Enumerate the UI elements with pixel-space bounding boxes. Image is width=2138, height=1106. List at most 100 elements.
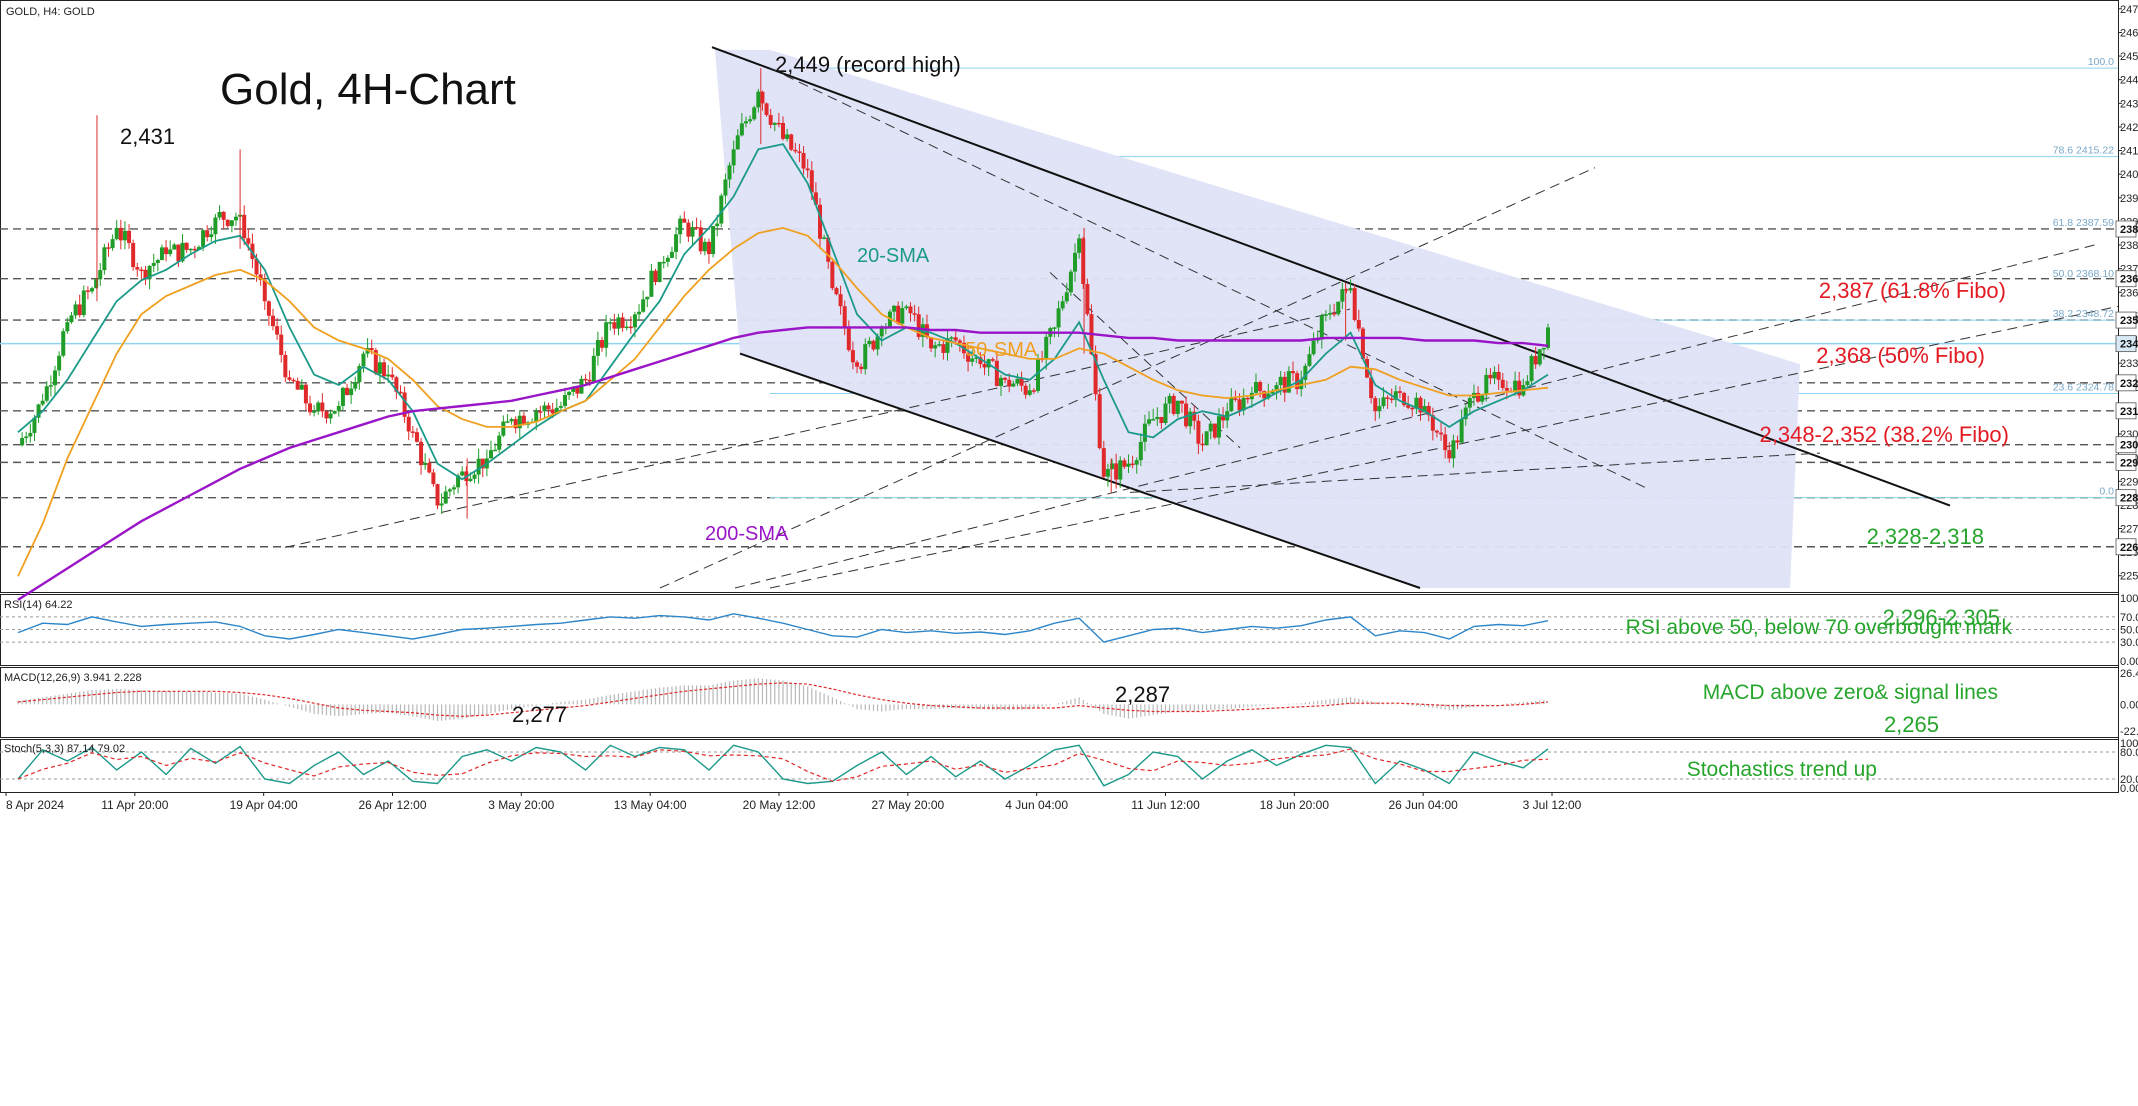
candle-body	[406, 416, 411, 432]
candle-body	[867, 340, 872, 345]
candle-body	[674, 234, 679, 252]
candle-body	[1447, 450, 1452, 459]
candle-body	[748, 119, 753, 122]
candle-body	[1171, 395, 1176, 414]
candle-body	[1373, 398, 1378, 412]
candle-body	[1031, 390, 1036, 392]
candle-body	[966, 353, 971, 362]
y-tick-label: 2417.54	[2120, 146, 2138, 158]
stoch-main-line	[17, 744, 1549, 787]
price-label: 2285.00	[2120, 493, 2138, 505]
label-sma200: 200-SMA	[705, 523, 789, 545]
candle-body	[114, 227, 119, 240]
candle-body	[283, 354, 288, 378]
candle-body	[719, 195, 724, 224]
candle-body	[752, 107, 757, 120]
y-tick-label: 2408.52	[2120, 169, 2138, 181]
candle-body	[793, 149, 798, 152]
candle-body	[497, 435, 502, 450]
candle-body	[1439, 432, 1444, 435]
candle-body	[624, 326, 629, 329]
candle-body	[1151, 419, 1156, 421]
fibo-diagonal	[769, 67, 1651, 491]
candle-body	[1007, 379, 1012, 387]
candle-body	[1480, 395, 1485, 402]
candle-body	[1369, 377, 1374, 399]
candle-body	[1344, 289, 1349, 291]
candle-body	[40, 400, 45, 405]
candle-body	[1513, 380, 1518, 392]
candle-body	[649, 270, 654, 297]
candle-body	[147, 265, 152, 279]
trend-support-1	[284, 308, 1351, 548]
candle-body	[546, 405, 551, 410]
candle-body	[534, 411, 539, 422]
candle-body	[295, 380, 300, 390]
candle-body	[838, 294, 843, 307]
candle-body	[509, 419, 514, 422]
candle-body	[538, 411, 543, 413]
candle-body	[1303, 365, 1308, 380]
candle-body	[188, 248, 193, 251]
candle-body	[756, 91, 761, 108]
candle-body	[225, 219, 230, 226]
x-tick-label: 18 Jun 20:00	[1260, 798, 1330, 812]
candle-body	[1138, 441, 1143, 461]
y-tick-label: 2453.62	[2120, 51, 2138, 63]
candle-body	[398, 391, 403, 394]
candle-body	[316, 402, 321, 412]
candle-body	[637, 311, 642, 315]
macd-label: MACD(12,26,9) 3.941 2.228	[4, 672, 142, 684]
candle-body	[760, 91, 765, 104]
x-tick-label: 3 Jul 12:00	[1523, 798, 1582, 812]
candle-body	[826, 237, 831, 262]
candle-body	[1081, 238, 1086, 285]
candle-body	[982, 364, 987, 368]
candle-body	[254, 259, 259, 275]
candle-body	[139, 269, 144, 272]
candle-body	[488, 450, 493, 459]
candle-body	[900, 308, 905, 324]
y-tick-label: 2471.66	[2120, 4, 2138, 16]
x-tick-label: 20 May 12:00	[743, 798, 816, 812]
macd-tick: 26.402	[2120, 668, 2138, 680]
candle-body	[1492, 371, 1497, 379]
rsi-tick: 50.00	[2120, 625, 2138, 637]
label-sma20: 20-SMA	[857, 245, 930, 267]
trend-support-2	[1129, 452, 1821, 493]
candle-body	[1101, 448, 1106, 477]
x-tick-label: 8 Apr 2024	[6, 798, 64, 812]
channel-lower-line	[739, 352, 1421, 589]
annotation-618: 2,387 (61.8% Fibo)	[1819, 278, 2006, 303]
y-tick-label: 2435.58	[2120, 98, 2138, 110]
candle-body	[1389, 398, 1394, 401]
candle-body	[542, 405, 547, 412]
candle-body	[279, 334, 284, 355]
candle-body	[517, 415, 522, 429]
price-label-box	[2115, 453, 2137, 471]
candle-body	[1422, 405, 1427, 413]
candle-body	[1533, 356, 1538, 365]
fibo-label: 23.6 2324.78	[2053, 381, 2114, 393]
candle-body	[682, 218, 687, 223]
candle-body	[332, 410, 337, 414]
candle-body	[1229, 398, 1234, 412]
candle-body	[739, 123, 744, 136]
candle-body	[394, 377, 399, 392]
candle-body	[1377, 406, 1382, 412]
candle-body	[1073, 252, 1078, 272]
candle-body	[1208, 423, 1213, 432]
candle-body	[262, 280, 267, 302]
candle-body	[340, 387, 345, 406]
candle-body	[1077, 238, 1082, 253]
candle-body	[373, 350, 378, 374]
candle-body	[1233, 398, 1238, 400]
x-tick-label: 11 Jun 12:00	[1131, 798, 1200, 812]
candle-body	[414, 432, 419, 442]
pane-macd	[0, 667, 2119, 738]
candle-body	[361, 353, 366, 366]
candle-body	[386, 374, 391, 377]
